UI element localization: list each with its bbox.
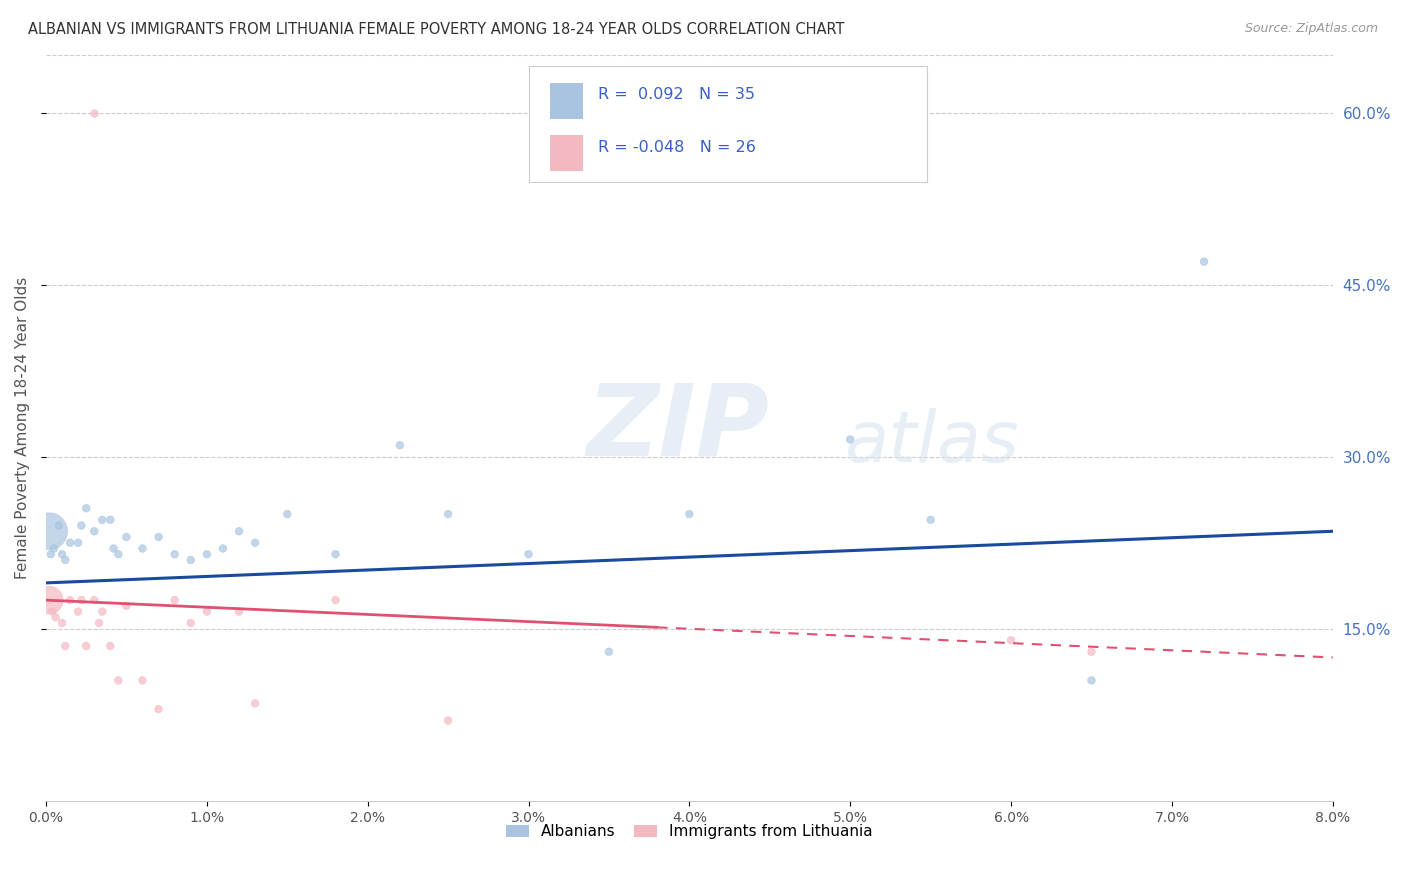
Point: [103, 541, 125, 556]
Point: [67, 535, 90, 549]
Point: [98, 639, 121, 653]
Point: [195, 547, 218, 561]
Text: R =  0.092   N = 35: R = 0.092 N = 35: [598, 87, 755, 103]
Point: [38, 593, 60, 607]
Point: [107, 673, 129, 688]
Point: [39, 547, 62, 561]
Point: [53, 639, 76, 653]
Point: [131, 673, 153, 688]
Point: [131, 541, 153, 556]
Point: [45, 610, 67, 624]
Point: [98, 513, 121, 527]
Y-axis label: Female Poverty Among 18-24 Year Olds: Female Poverty Among 18-24 Year Olds: [15, 277, 30, 579]
Point: [437, 507, 460, 521]
Point: [1192, 254, 1215, 268]
Text: atlas: atlas: [844, 409, 1018, 477]
Legend: Albanians, Immigrants from Lithuania: Albanians, Immigrants from Lithuania: [501, 818, 879, 846]
Point: [228, 524, 250, 539]
Point: [388, 438, 411, 452]
Point: [195, 605, 218, 619]
Point: [920, 513, 942, 527]
Point: [437, 714, 460, 728]
Point: [115, 530, 138, 544]
Point: [83, 524, 105, 539]
Point: [83, 105, 105, 120]
Point: [53, 553, 76, 567]
FancyBboxPatch shape: [529, 66, 928, 182]
Text: Source: ZipAtlas.com: Source: ZipAtlas.com: [1244, 22, 1378, 36]
Point: [180, 615, 202, 630]
Point: [276, 507, 298, 521]
Point: [1080, 673, 1102, 688]
Point: [1080, 645, 1102, 659]
Point: [75, 639, 97, 653]
Point: [59, 535, 82, 549]
Point: [148, 702, 170, 716]
Point: [59, 593, 82, 607]
Point: [243, 535, 266, 549]
Point: [243, 697, 266, 711]
Point: [1000, 633, 1022, 648]
Text: ALBANIAN VS IMMIGRANTS FROM LITHUANIA FEMALE POVERTY AMONG 18-24 YEAR OLDS CORRE: ALBANIAN VS IMMIGRANTS FROM LITHUANIA FE…: [28, 22, 845, 37]
Point: [839, 433, 862, 447]
Point: [70, 593, 93, 607]
Point: [91, 605, 114, 619]
Point: [517, 547, 540, 561]
Point: [42, 541, 65, 556]
Point: [163, 593, 186, 607]
Point: [75, 501, 97, 516]
Text: ZIP: ZIP: [586, 379, 769, 476]
Point: [115, 599, 138, 613]
Point: [51, 547, 73, 561]
Point: [107, 547, 129, 561]
Point: [91, 513, 114, 527]
Point: [325, 547, 347, 561]
FancyBboxPatch shape: [550, 135, 582, 170]
Text: R = -0.048   N = 26: R = -0.048 N = 26: [598, 140, 756, 155]
Point: [38, 524, 60, 539]
Point: [228, 605, 250, 619]
Point: [148, 530, 170, 544]
FancyBboxPatch shape: [550, 83, 582, 119]
Point: [212, 541, 235, 556]
Point: [163, 547, 186, 561]
Point: [67, 605, 90, 619]
Point: [325, 593, 347, 607]
Point: [83, 593, 105, 607]
Point: [87, 615, 110, 630]
Point: [70, 518, 93, 533]
Point: [598, 645, 620, 659]
Point: [51, 615, 73, 630]
Point: [41, 605, 63, 619]
Point: [678, 507, 700, 521]
Point: [180, 553, 202, 567]
Point: [48, 518, 70, 533]
